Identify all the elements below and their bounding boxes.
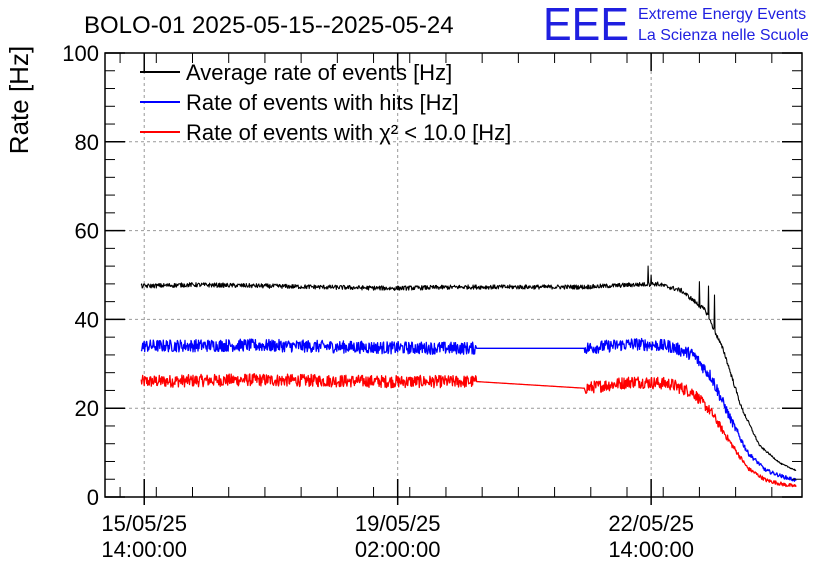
series-line-2 <box>140 373 797 488</box>
legend-label-1: Rate of events with hits [Hz] <box>186 90 459 115</box>
x-tick-label-time: 02:00:00 <box>355 537 441 562</box>
y-tick-label: 100 <box>62 41 99 66</box>
plot-frame <box>104 52 803 498</box>
x-tick-label-date: 19/05/25 <box>355 511 441 536</box>
y-tick-label: 40 <box>75 307 99 332</box>
y-axis-label: Rate [Hz] <box>4 46 34 154</box>
series-line-0 <box>140 265 797 472</box>
axes: 02040608010015/05/2514:00:0019/05/2502:0… <box>62 41 803 562</box>
x-tick-label-time: 14:00:00 <box>608 537 694 562</box>
y-tick-label: 0 <box>87 485 99 510</box>
y-tick-label: 20 <box>75 396 99 421</box>
x-tick-label-date: 22/05/25 <box>608 511 694 536</box>
series-layer <box>140 265 797 488</box>
x-tick-label-date: 15/05/25 <box>101 511 187 536</box>
y-tick-label: 80 <box>75 130 99 155</box>
legend: Average rate of events [Hz] Rate of event… <box>140 60 511 145</box>
y-tick-label: 60 <box>75 219 99 244</box>
legend-label-2: Rate of events with χ² < 10.0 [Hz] <box>186 120 511 145</box>
eee-logo: EEE Extreme Energy Events La Scienza nel… <box>543 0 809 50</box>
chart-title: BOLO-01 2025-05-15--2025-05-24 <box>84 12 454 39</box>
x-tick-label-time: 14:00:00 <box>101 537 187 562</box>
logo-line-2: La Scienza nelle Scuole <box>638 27 809 44</box>
series-line-1 <box>140 337 797 482</box>
logo-line-1: Extreme Energy Events <box>638 6 806 23</box>
legend-label-0: Average rate of events [Hz] <box>186 60 452 85</box>
logo-mark: EEE <box>543 0 629 50</box>
